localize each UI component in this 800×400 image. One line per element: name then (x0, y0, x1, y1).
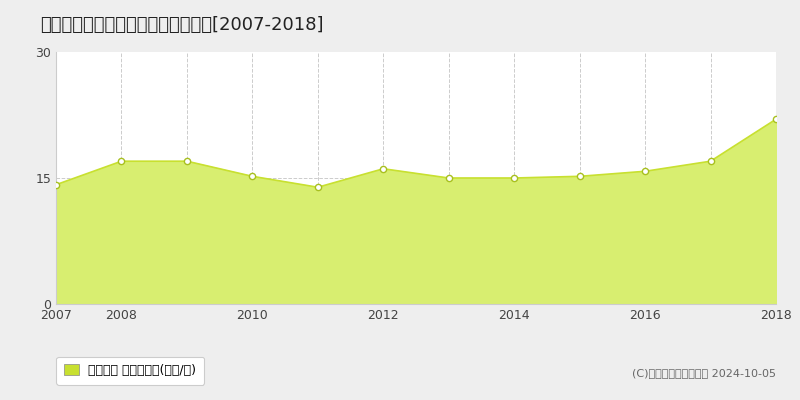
Point (704, 158, 717, 164)
Legend: 土地価格 平均坂単価(万円/坤): 土地価格 平均坂単価(万円/坤) (56, 357, 204, 385)
Point (115, 158, 128, 164)
Text: 筑紫郡那珂川町東隈　土地価格推移[2007-2018]: 筑紫郡那珂川町東隈 土地価格推移[2007-2018] (40, 16, 323, 34)
Point (50, 182, 62, 188)
Point (442, 175, 455, 181)
Point (311, 184, 324, 190)
Point (377, 166, 390, 172)
Point (638, 168, 651, 174)
Point (508, 175, 521, 181)
Point (574, 173, 586, 180)
Point (181, 158, 194, 164)
Text: (C)土地価格ドットコム 2024-10-05: (C)土地価格ドットコム 2024-10-05 (632, 368, 776, 378)
Point (770, 116, 782, 122)
Point (246, 173, 258, 180)
